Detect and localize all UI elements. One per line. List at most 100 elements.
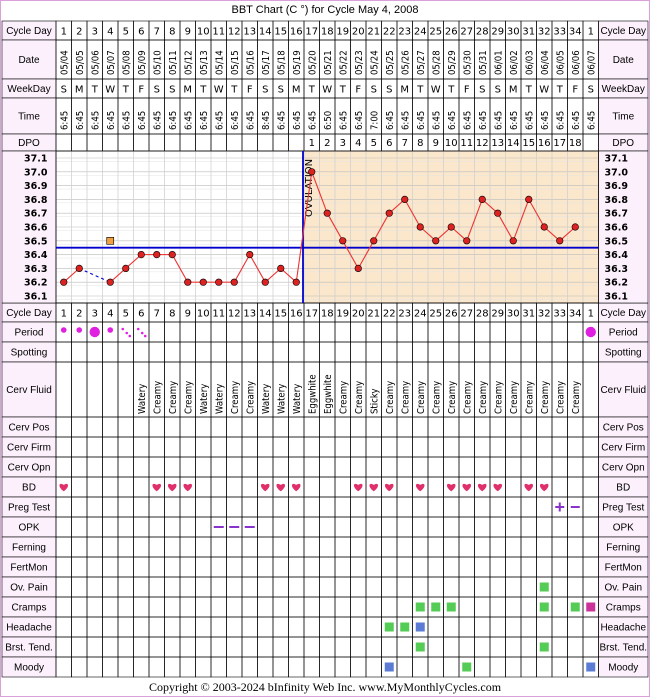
- temp-line-segment: [295, 171, 313, 283]
- date-label: 05/17: [261, 50, 272, 75]
- cycle-day-label: 2: [76, 27, 82, 38]
- weekday-label: T: [556, 85, 564, 96]
- y-tick-label-left: 36.9: [24, 181, 47, 192]
- bd-heart-icon: [493, 483, 503, 492]
- weekday-label: F: [247, 85, 253, 96]
- period-heavy-marker: [585, 326, 596, 338]
- date-label: 05/19: [292, 50, 303, 75]
- date-label: 06/04: [540, 50, 551, 75]
- row-label-ferning: Ferning: [12, 543, 46, 554]
- row-label-right-headache: Headache: [600, 623, 646, 634]
- temp-line-segment: [249, 254, 266, 283]
- cerv-fluid-label: Creamy: [354, 381, 365, 414]
- weekday-label: M: [75, 85, 84, 96]
- cycle-day-label-bottom: 12: [228, 309, 241, 320]
- temp-point: [571, 223, 579, 231]
- time-label: 6:45: [121, 111, 132, 130]
- row-label-right-cerv_opn: Cerv Opn: [602, 463, 645, 474]
- dpo-label: 16: [538, 138, 551, 149]
- bd-heart-icon: [152, 483, 162, 492]
- time-label: 6:45: [214, 111, 225, 130]
- temp-axis-right: [598, 150, 649, 304]
- time-label: 6:45: [586, 111, 597, 130]
- weekday-label: T: [122, 85, 130, 96]
- temp-point: [246, 251, 254, 259]
- bd-heart-icon: [369, 483, 379, 492]
- cramps-marker: [431, 602, 441, 612]
- cycle-day-label-bottom: 29: [491, 309, 504, 320]
- headache-marker: [384, 622, 394, 632]
- cycle-day-label: 14: [259, 27, 272, 38]
- y-tick-label-right: 36.3: [605, 264, 628, 275]
- bd-heart-icon: [524, 483, 534, 492]
- date-label: 05/31: [478, 50, 489, 75]
- row-label-right-period: Period: [609, 328, 638, 339]
- cycle-day-label-bottom: 4: [107, 309, 113, 320]
- y-tick-label-left: 36.2: [24, 278, 47, 289]
- cycle-day-label-bottom: 1: [61, 309, 67, 320]
- cerv-fluid-label: Creamy: [338, 381, 349, 414]
- y-tick-label-right: 36.4: [605, 250, 629, 261]
- cycle-day-label: 19: [336, 27, 349, 38]
- cycle-day-label: 1: [61, 27, 67, 38]
- cycle-day-label: 15: [274, 27, 287, 38]
- cycle-day-label-bottom: 23: [398, 309, 411, 320]
- bd-heart-icon: [276, 483, 286, 492]
- y-tick-label-left: 36.7: [24, 209, 47, 220]
- row-label-period: Period: [15, 328, 44, 339]
- weekday-label: T: [525, 85, 533, 96]
- cycle-day-label: 21: [367, 27, 380, 38]
- cramps-marker: [570, 602, 580, 612]
- weekday-label: S: [386, 85, 392, 96]
- temp-point: [292, 278, 300, 286]
- row-label-preg_test: Preg Test: [8, 503, 50, 514]
- dpo-label: 18: [569, 138, 582, 149]
- dpo-label: 9: [433, 138, 439, 149]
- bd-heart-icon: [477, 483, 487, 492]
- cerv-fluid-label: Creamy: [168, 381, 179, 414]
- cycle-day-label: 16: [290, 27, 303, 38]
- temp-line-segment: [342, 240, 359, 269]
- weekday-label: M: [400, 85, 409, 96]
- cycle-day-label-bottom: 15: [274, 309, 287, 320]
- weekday-label: W: [431, 85, 441, 96]
- date-label: 06/01: [493, 50, 504, 75]
- cycle-day-label-bottom: 17: [305, 309, 318, 320]
- dpo-label: 7: [402, 138, 408, 149]
- y-tick-label-left: 36.1: [24, 292, 47, 303]
- time-label: 6:45: [540, 111, 551, 130]
- time-label: 6:45: [168, 111, 179, 130]
- row-label-cycle_day2: Cycle Day: [6, 308, 52, 319]
- headache-marker: [400, 622, 410, 632]
- cycle-day-label: 26: [445, 27, 458, 38]
- row-label-cell-left: [1, 97, 57, 135]
- time-label: 6:45: [447, 111, 458, 130]
- cycle-day-label: 8: [169, 27, 175, 38]
- temp-line-segment: [326, 212, 344, 242]
- row-label-right-date: Date: [613, 55, 635, 66]
- cerv-fluid-label: Watery: [199, 384, 210, 414]
- dpo-label: 13: [491, 138, 504, 149]
- bd-heart-icon: [167, 483, 177, 492]
- cerv-fluid-label: Sticky: [369, 388, 380, 414]
- cycle-day-label-bottom: 10: [197, 309, 210, 320]
- cerv-fluid-label: Creamy: [385, 381, 396, 414]
- time-label: 6:45: [385, 111, 396, 130]
- weekday-label: S: [588, 85, 594, 96]
- weekday-label: M: [183, 85, 192, 96]
- weekday-label: F: [355, 85, 361, 96]
- cycle-day-label: 18: [321, 27, 334, 38]
- cycle-day-label: 17: [305, 27, 318, 38]
- temp-line-segment: [512, 199, 530, 241]
- time-label: 8:45: [261, 111, 272, 130]
- period-spot-marker: [143, 334, 147, 338]
- bd-heart-icon: [59, 483, 69, 492]
- weekday-label: W: [105, 85, 115, 96]
- cerv-fluid-label: Watery: [261, 384, 272, 414]
- date-label: 05/13: [199, 50, 210, 75]
- cycle-day-label: 20: [352, 27, 365, 38]
- row-label-bd: BD: [22, 483, 36, 494]
- bd-heart-icon: [384, 483, 394, 492]
